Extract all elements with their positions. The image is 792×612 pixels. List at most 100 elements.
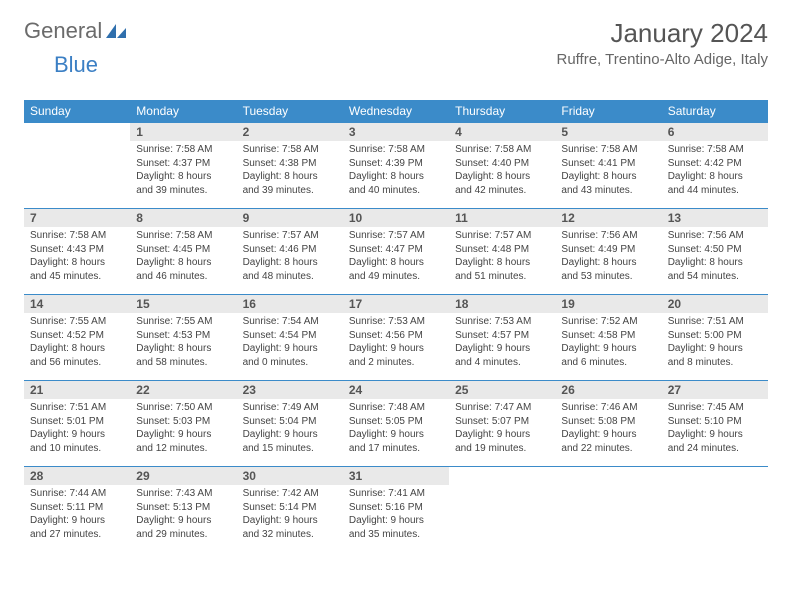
month-title: January 2024 (556, 18, 768, 49)
day-number (662, 466, 768, 485)
sunset-text: Sunset: 4:47 PM (349, 243, 443, 257)
day-number: 22 (130, 380, 236, 399)
day-number: 1 (130, 122, 236, 141)
sunrise-text: Sunrise: 7:58 AM (136, 229, 230, 243)
calendar-day-cell: 11Sunrise: 7:57 AMSunset: 4:48 PMDayligh… (449, 208, 555, 294)
calendar-day-cell: 19Sunrise: 7:52 AMSunset: 4:58 PMDayligh… (555, 294, 661, 380)
calendar-day-cell: 22Sunrise: 7:50 AMSunset: 5:03 PMDayligh… (130, 380, 236, 466)
calendar-day-cell (555, 466, 661, 552)
calendar-day-cell: 5Sunrise: 7:58 AMSunset: 4:41 PMDaylight… (555, 122, 661, 208)
sunrise-text: Sunrise: 7:51 AM (668, 315, 762, 329)
day-number: 9 (237, 208, 343, 227)
day-content: Sunrise: 7:57 AMSunset: 4:47 PMDaylight:… (343, 227, 449, 287)
sunset-text: Sunset: 5:16 PM (349, 501, 443, 515)
calendar-day-cell: 29Sunrise: 7:43 AMSunset: 5:13 PMDayligh… (130, 466, 236, 552)
daylight-text: Daylight: 8 hours and 39 minutes. (243, 170, 337, 197)
sunrise-text: Sunrise: 7:46 AM (561, 401, 655, 415)
day-number: 14 (24, 294, 130, 313)
sunset-text: Sunset: 5:04 PM (243, 415, 337, 429)
day-content (449, 485, 555, 491)
sunset-text: Sunset: 4:52 PM (30, 329, 124, 343)
day-number: 12 (555, 208, 661, 227)
calendar-day-cell: 12Sunrise: 7:56 AMSunset: 4:49 PMDayligh… (555, 208, 661, 294)
calendar-day-cell: 18Sunrise: 7:53 AMSunset: 4:57 PMDayligh… (449, 294, 555, 380)
sunset-text: Sunset: 4:37 PM (136, 157, 230, 171)
weekday-header: Thursday (449, 100, 555, 122)
day-content: Sunrise: 7:56 AMSunset: 4:49 PMDaylight:… (555, 227, 661, 287)
sunset-text: Sunset: 4:56 PM (349, 329, 443, 343)
day-content: Sunrise: 7:58 AMSunset: 4:43 PMDaylight:… (24, 227, 130, 287)
calendar-day-cell: 13Sunrise: 7:56 AMSunset: 4:50 PMDayligh… (662, 208, 768, 294)
calendar-day-cell: 21Sunrise: 7:51 AMSunset: 5:01 PMDayligh… (24, 380, 130, 466)
sunrise-text: Sunrise: 7:58 AM (668, 143, 762, 157)
calendar-day-cell: 6Sunrise: 7:58 AMSunset: 4:42 PMDaylight… (662, 122, 768, 208)
calendar-day-cell: 26Sunrise: 7:46 AMSunset: 5:08 PMDayligh… (555, 380, 661, 466)
daylight-text: Daylight: 9 hours and 22 minutes. (561, 428, 655, 455)
day-number: 28 (24, 466, 130, 485)
weekday-header: Wednesday (343, 100, 449, 122)
weekday-header: Tuesday (237, 100, 343, 122)
day-number: 25 (449, 380, 555, 399)
sunset-text: Sunset: 4:46 PM (243, 243, 337, 257)
day-number: 5 (555, 122, 661, 141)
calendar-day-cell: 15Sunrise: 7:55 AMSunset: 4:53 PMDayligh… (130, 294, 236, 380)
calendar-day-cell: 28Sunrise: 7:44 AMSunset: 5:11 PMDayligh… (24, 466, 130, 552)
sunrise-text: Sunrise: 7:45 AM (668, 401, 762, 415)
day-content (662, 485, 768, 491)
day-number: 10 (343, 208, 449, 227)
day-content: Sunrise: 7:57 AMSunset: 4:48 PMDaylight:… (449, 227, 555, 287)
day-number (555, 466, 661, 485)
sunrise-text: Sunrise: 7:43 AM (136, 487, 230, 501)
day-content: Sunrise: 7:58 AMSunset: 4:39 PMDaylight:… (343, 141, 449, 201)
sunrise-text: Sunrise: 7:58 AM (243, 143, 337, 157)
sunrise-text: Sunrise: 7:47 AM (455, 401, 549, 415)
daylight-text: Daylight: 8 hours and 39 minutes. (136, 170, 230, 197)
day-content: Sunrise: 7:56 AMSunset: 4:50 PMDaylight:… (662, 227, 768, 287)
daylight-text: Daylight: 9 hours and 19 minutes. (455, 428, 549, 455)
day-number: 6 (662, 122, 768, 141)
day-content: Sunrise: 7:42 AMSunset: 5:14 PMDaylight:… (237, 485, 343, 545)
sunset-text: Sunset: 4:41 PM (561, 157, 655, 171)
logo: General (24, 18, 128, 44)
logo-text-2: Blue (54, 52, 792, 78)
sunrise-text: Sunrise: 7:57 AM (455, 229, 549, 243)
day-content: Sunrise: 7:49 AMSunset: 5:04 PMDaylight:… (237, 399, 343, 459)
weekday-header: Monday (130, 100, 236, 122)
sunrise-text: Sunrise: 7:58 AM (136, 143, 230, 157)
calendar-table: SundayMondayTuesdayWednesdayThursdayFrid… (24, 100, 768, 552)
sunrise-text: Sunrise: 7:53 AM (455, 315, 549, 329)
day-content: Sunrise: 7:52 AMSunset: 4:58 PMDaylight:… (555, 313, 661, 373)
daylight-text: Daylight: 9 hours and 10 minutes. (30, 428, 124, 455)
daylight-text: Daylight: 8 hours and 49 minutes. (349, 256, 443, 283)
sunset-text: Sunset: 4:38 PM (243, 157, 337, 171)
daylight-text: Daylight: 9 hours and 6 minutes. (561, 342, 655, 369)
day-number: 16 (237, 294, 343, 313)
calendar-day-cell: 30Sunrise: 7:42 AMSunset: 5:14 PMDayligh… (237, 466, 343, 552)
sunset-text: Sunset: 4:53 PM (136, 329, 230, 343)
day-content: Sunrise: 7:44 AMSunset: 5:11 PMDaylight:… (24, 485, 130, 545)
day-content: Sunrise: 7:47 AMSunset: 5:07 PMDaylight:… (449, 399, 555, 459)
day-content (555, 485, 661, 491)
sunrise-text: Sunrise: 7:42 AM (243, 487, 337, 501)
daylight-text: Daylight: 9 hours and 8 minutes. (668, 342, 762, 369)
sunrise-text: Sunrise: 7:55 AM (136, 315, 230, 329)
sunset-text: Sunset: 4:42 PM (668, 157, 762, 171)
sunrise-text: Sunrise: 7:50 AM (136, 401, 230, 415)
sunset-text: Sunset: 5:05 PM (349, 415, 443, 429)
sunrise-text: Sunrise: 7:58 AM (30, 229, 124, 243)
logo-sail-icon (106, 22, 128, 40)
daylight-text: Daylight: 8 hours and 58 minutes. (136, 342, 230, 369)
sunrise-text: Sunrise: 7:41 AM (349, 487, 443, 501)
sunset-text: Sunset: 5:01 PM (30, 415, 124, 429)
daylight-text: Daylight: 9 hours and 27 minutes. (30, 514, 124, 541)
sunrise-text: Sunrise: 7:44 AM (30, 487, 124, 501)
daylight-text: Daylight: 9 hours and 12 minutes. (136, 428, 230, 455)
day-content: Sunrise: 7:58 AMSunset: 4:42 PMDaylight:… (662, 141, 768, 201)
daylight-text: Daylight: 9 hours and 29 minutes. (136, 514, 230, 541)
daylight-text: Daylight: 9 hours and 35 minutes. (349, 514, 443, 541)
day-number: 21 (24, 380, 130, 399)
daylight-text: Daylight: 8 hours and 44 minutes. (668, 170, 762, 197)
daylight-text: Daylight: 8 hours and 40 minutes. (349, 170, 443, 197)
sunrise-text: Sunrise: 7:56 AM (561, 229, 655, 243)
sunset-text: Sunset: 4:50 PM (668, 243, 762, 257)
